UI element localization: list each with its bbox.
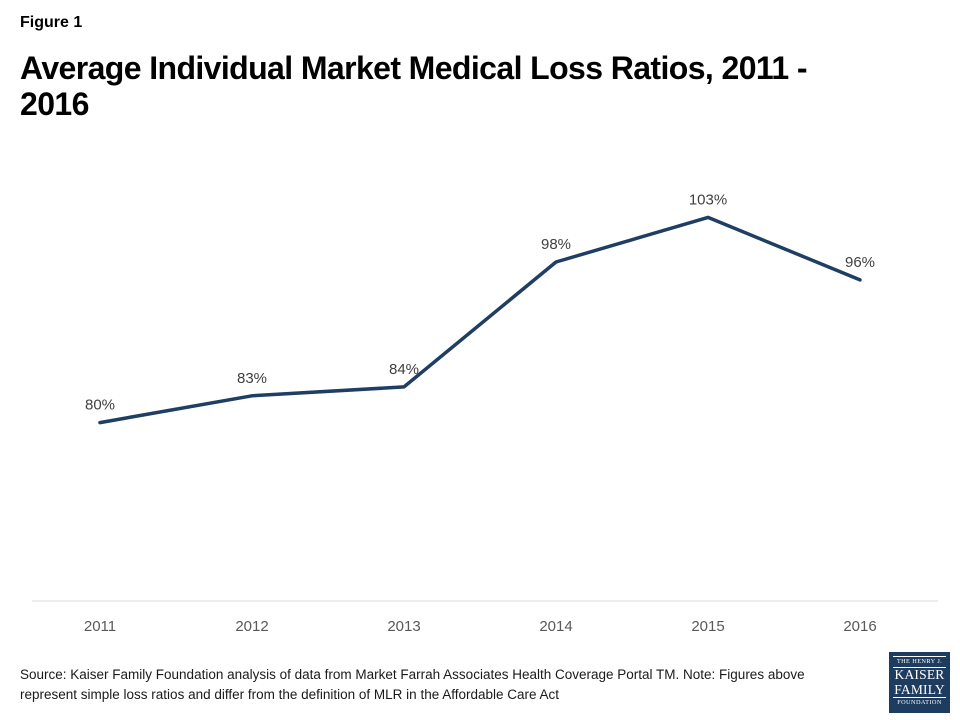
logo-foundation-text: FOUNDATION [897, 699, 942, 706]
x-tick-2014: 2014 [539, 618, 572, 635]
data-label-2013: 84% [389, 361, 419, 378]
data-label-2011: 80% [85, 397, 115, 414]
logo-family-text: FAMILY [894, 681, 945, 697]
logo-divider-upper [893, 667, 946, 668]
kff-logo: THE HENRY J. KAISER FAMILY FOUNDATION [889, 652, 950, 713]
x-tick-2013: 2013 [387, 618, 420, 635]
x-tick-2016: 2016 [843, 618, 876, 635]
x-tick-2015: 2015 [691, 618, 724, 635]
figure-label: Figure 1 [20, 14, 83, 31]
data-label-2014: 98% [541, 236, 571, 253]
data-label-2012: 83% [237, 370, 267, 387]
logo-divider-top [893, 656, 946, 657]
x-tick-2012: 2012 [235, 618, 268, 635]
page-title: Average Individual Market Medical Loss R… [20, 50, 807, 122]
logo-divider-lower [893, 697, 946, 698]
data-label-2015: 103% [689, 191, 727, 208]
logo-kaiser-text: KAISER [894, 667, 945, 682]
data-label-2016: 96% [845, 254, 875, 271]
x-tick-2011: 2011 [84, 618, 116, 635]
logo-henry-j-text: THE HENRY J. [896, 658, 943, 665]
mlr-line-series [98, 215, 862, 425]
source-note: Source: Kaiser Family Foundation analysi… [20, 667, 805, 702]
